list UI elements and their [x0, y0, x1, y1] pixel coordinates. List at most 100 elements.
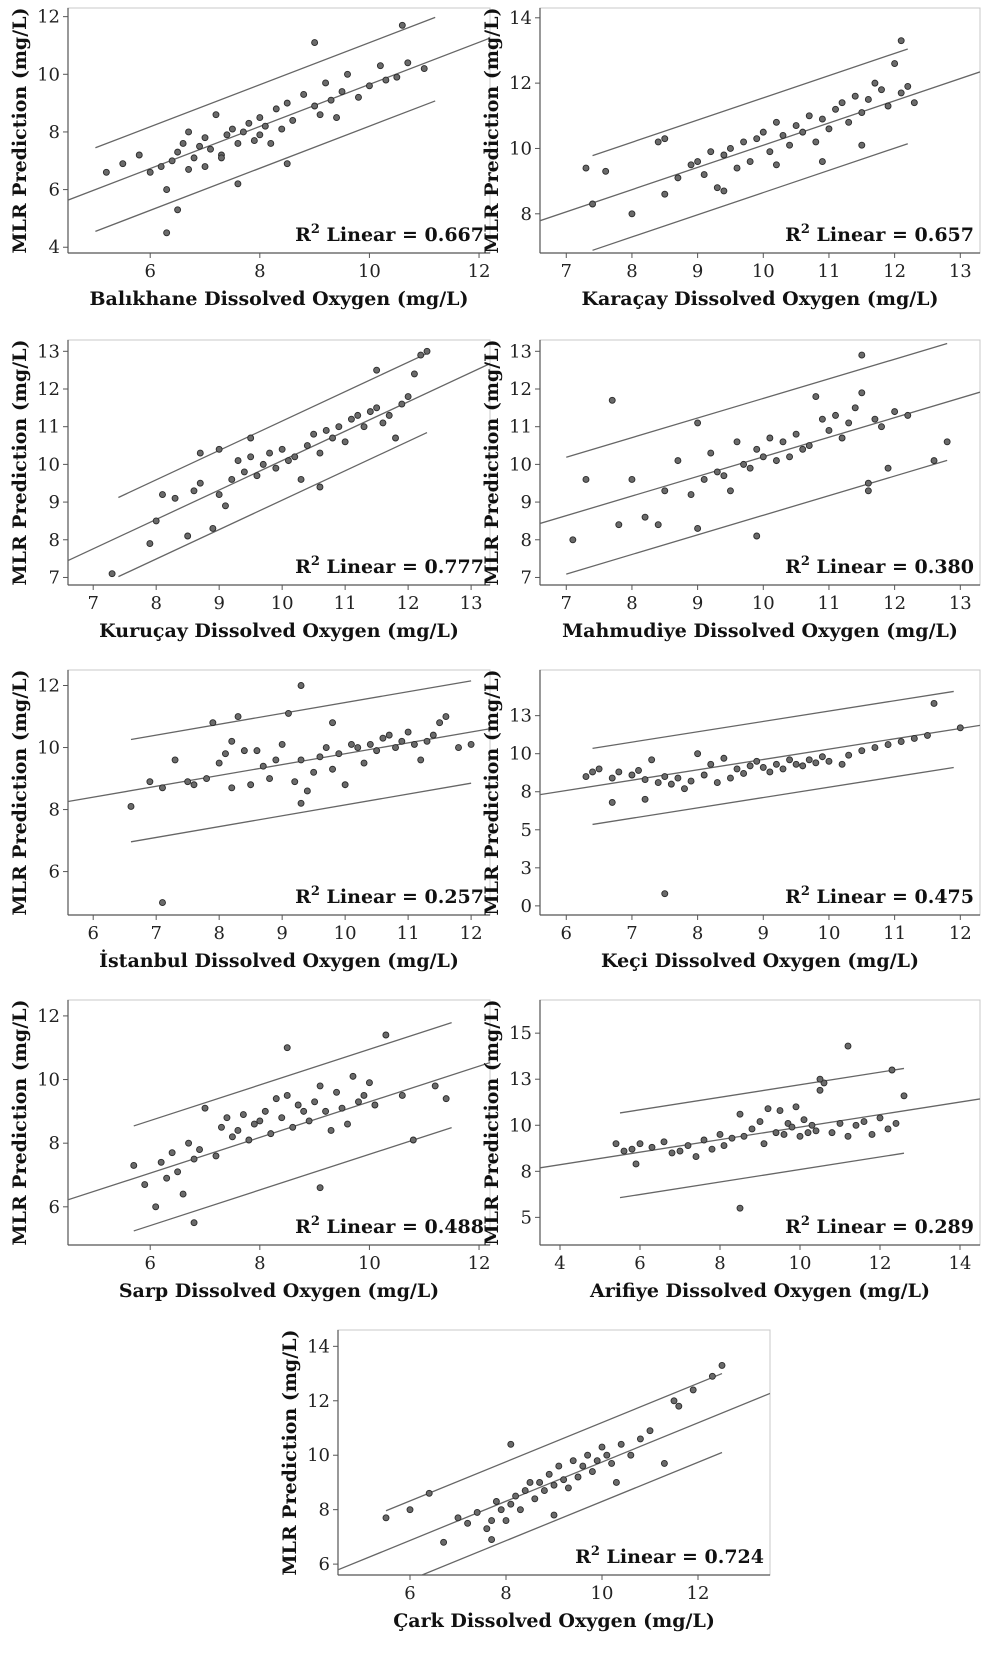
data-point: [876, 1114, 884, 1122]
data-point: [240, 747, 248, 755]
data-point: [858, 351, 866, 359]
data-point: [858, 747, 866, 755]
data-point: [641, 795, 649, 803]
data-point: [884, 1125, 892, 1133]
data-point: [327, 96, 335, 104]
data-point: [900, 1092, 908, 1100]
data-point: [799, 762, 807, 770]
data-point: [660, 1138, 668, 1146]
data-point: [410, 740, 418, 748]
plot-area: [68, 1021, 490, 1232]
data-point: [687, 491, 695, 498]
data-point: [670, 1397, 678, 1405]
data-point: [239, 1111, 247, 1118]
data-point: [294, 1101, 302, 1109]
data-point: [779, 765, 787, 773]
data-point: [291, 778, 299, 786]
y-tick-label: 14: [307, 1336, 330, 1357]
data-point: [146, 778, 154, 786]
chart-panel-1: 6 8 10 12 4 6 8 10 12 R2 Linear = 0.667 Balıkhane …: [9, 7, 491, 310]
y-axis-label: MLR Prediction (mg/L): [481, 339, 503, 585]
plot-frame: [539, 339, 981, 586]
data-point: [674, 774, 682, 782]
lower-prediction-band: [619, 1152, 905, 1199]
fit-line: [68, 728, 490, 803]
data-point: [692, 1153, 700, 1161]
data-point: [956, 724, 964, 732]
data-point: [897, 89, 905, 97]
data-point: [507, 1500, 515, 1508]
data-point: [201, 134, 209, 142]
data-point: [344, 70, 351, 78]
data-point: [322, 79, 330, 87]
upper-prediction-band: [619, 1067, 905, 1114]
data-point: [845, 419, 853, 427]
chart-panel-4: 7 8 9 10 11 12 13 7 8 9 10 11 12 13 R2 Linear = 0.380 M…: [481, 339, 981, 642]
data-point: [341, 781, 349, 789]
data-point: [322, 427, 330, 434]
data-point: [196, 1146, 203, 1153]
data-point: [404, 728, 412, 736]
lower-prediction-band: [133, 1126, 452, 1232]
data-point: [184, 778, 192, 786]
data-point: [786, 453, 794, 461]
y-tick-label: 12: [307, 1391, 330, 1412]
data-point: [157, 163, 165, 170]
data-point: [215, 491, 223, 498]
y-tick-label: 12: [509, 73, 532, 94]
data-point: [674, 457, 682, 465]
y-tick-label: 13: [509, 1069, 532, 1090]
data-point: [502, 1517, 510, 1525]
data-point: [310, 430, 318, 438]
data-point: [291, 453, 299, 461]
data-point: [588, 1468, 596, 1476]
data-point: [825, 125, 833, 133]
data-point: [429, 731, 437, 739]
data-point: [772, 1129, 780, 1137]
data-point: [648, 1143, 656, 1151]
data-point: [442, 1095, 450, 1103]
data-point: [792, 760, 800, 768]
data-point: [327, 1127, 335, 1134]
r-squared-label: R2 Linear = 0.488: [295, 1214, 484, 1238]
data-point: [608, 798, 616, 806]
data-point: [718, 1361, 726, 1369]
fit-line: [338, 1392, 770, 1571]
data-point: [436, 719, 444, 727]
data-point: [215, 445, 223, 453]
data-point: [661, 487, 669, 495]
data-point: [753, 757, 761, 765]
data-point: [800, 1116, 808, 1124]
data-point: [910, 735, 918, 742]
r-squared-label: R2 Linear = 0.667: [295, 222, 484, 246]
data-point: [764, 1105, 772, 1113]
data-point: [689, 1386, 697, 1394]
data-point: [687, 777, 695, 785]
data-point: [373, 366, 381, 374]
x-tick-label: 13: [949, 261, 972, 282]
data-point: [776, 1107, 784, 1114]
upper-prediction-band: [385, 1372, 723, 1512]
data-point: [297, 756, 305, 764]
data-point: [218, 154, 225, 162]
r-squared-label: R2 Linear = 0.475: [785, 884, 974, 908]
data-point: [615, 521, 623, 529]
data-point: [579, 1462, 587, 1470]
y-tick-label: 10: [307, 1445, 330, 1466]
data-point: [700, 1136, 708, 1144]
plot-area: [68, 16, 490, 237]
x-tick-label: 10: [271, 593, 294, 614]
data-point: [203, 775, 211, 782]
data-point: [700, 171, 708, 179]
data-point: [355, 93, 362, 101]
x-tick-label: 6: [404, 1583, 415, 1604]
x-tick-label: 12: [468, 1253, 491, 1274]
data-point: [253, 747, 261, 755]
data-point: [272, 756, 280, 764]
data-point: [617, 1440, 625, 1448]
data-point: [256, 131, 264, 139]
data-point: [467, 740, 475, 748]
x-tick-label: 12: [468, 261, 491, 282]
data-point: [589, 200, 596, 208]
data-point: [897, 37, 905, 45]
